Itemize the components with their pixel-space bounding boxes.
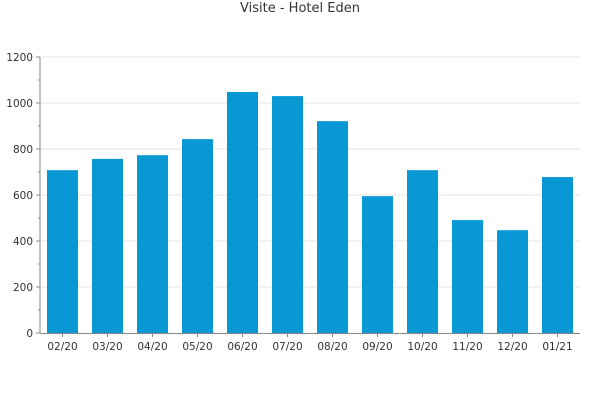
x-tick-label: 03/20 <box>92 341 122 353</box>
x-tick-label: 12/20 <box>497 341 527 353</box>
chart-title: Visite - Hotel Eden <box>240 1 360 16</box>
bar-12-20 <box>497 230 528 333</box>
x-tick-label: 10/20 <box>407 341 437 353</box>
x-tick-label: 01/21 <box>542 341 572 353</box>
bar-11-20 <box>452 220 483 333</box>
bar-08-20 <box>317 121 348 333</box>
bars <box>47 91 573 334</box>
bar-02-20 <box>47 170 78 333</box>
bar-09-20 <box>362 196 393 333</box>
bar-06-20 <box>227 91 258 334</box>
bar-01-21 <box>542 177 573 333</box>
tick-labels: 0 200 400 600 800 1000 1200 02/20 03/20 04/20 05/2… <box>6 52 572 353</box>
bar-07-20 <box>272 96 303 333</box>
x-tick-label: 06/20 <box>227 341 257 353</box>
y-tick-label: 1000 <box>6 98 33 110</box>
y-tick-label: 200 <box>13 282 33 294</box>
x-tick-label: 04/20 <box>137 341 167 353</box>
bar-05-20 <box>182 139 213 333</box>
y-tick-label: 0 <box>26 328 33 340</box>
x-tick-label: 08/20 <box>317 341 347 353</box>
axes <box>36 56 580 337</box>
y-tick-label: 600 <box>13 190 33 202</box>
x-tick-label: 09/20 <box>362 341 392 353</box>
y-tick-label: 800 <box>13 144 33 156</box>
x-tick-label: 05/20 <box>182 341 212 353</box>
y-tick-label: 1200 <box>6 52 33 64</box>
bar-04-20 <box>137 155 168 333</box>
x-tick-label: 11/20 <box>452 341 482 353</box>
bar-03-20 <box>92 158 123 333</box>
x-tick-label: 02/20 <box>47 341 77 353</box>
y-tick-label: 400 <box>13 236 33 248</box>
x-tick-label: 07/20 <box>272 341 302 353</box>
bar-10-20 <box>407 170 438 333</box>
gridlines <box>40 56 580 288</box>
